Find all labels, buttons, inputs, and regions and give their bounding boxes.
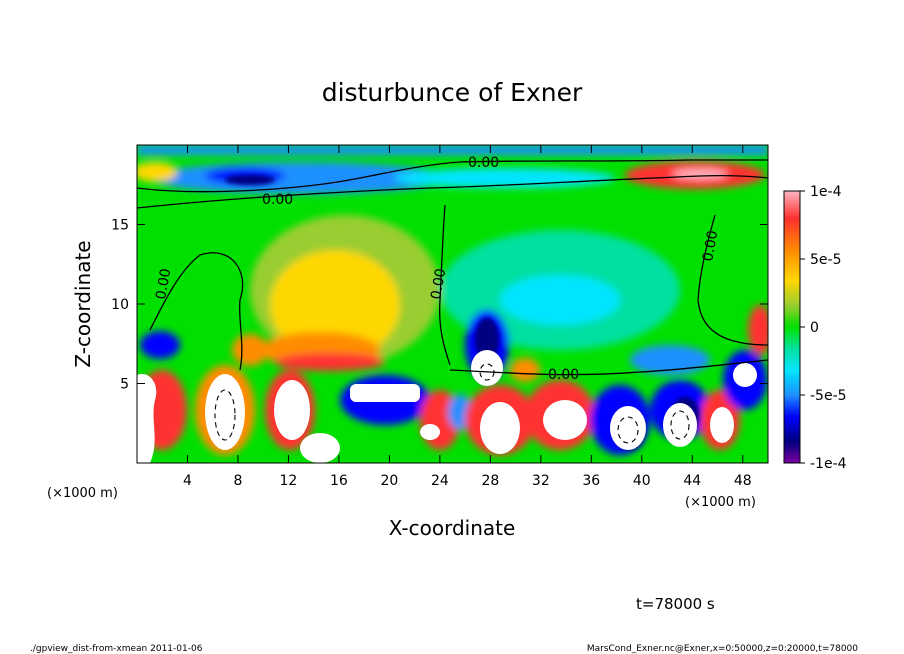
colorbar-tick-label: -1e-4 — [810, 456, 847, 472]
x-tick-label: 16 — [330, 473, 348, 489]
chart-title: disturbunce of Exner — [322, 78, 583, 107]
colorbar-axis: 1e-4 5e-5 0 -5e-5 -1e-4 — [800, 184, 847, 472]
x-tick-label: 28 — [481, 473, 499, 489]
time-label: t=78000 s — [636, 595, 715, 613]
contour-labels: 0.00 0.00 0.00 0.00 0.00 0.00 — [153, 155, 721, 383]
x-tick-label: 20 — [380, 473, 398, 489]
x-tick-label: 4 — [183, 473, 192, 489]
contour-label: 0.00 — [468, 155, 499, 171]
colorbar-tick-label: 1e-4 — [810, 184, 842, 200]
footer-right: MarsCond_Exner.nc@Exner,x=0:50000,z=0:20… — [587, 644, 858, 654]
y-tick-label: 10 — [111, 297, 129, 313]
x-unit-right: (×1000 m) — [685, 495, 756, 510]
y-axis: 5 10 15 — [111, 218, 768, 393]
colorbar-tick-label: 5e-5 — [810, 252, 841, 268]
colorbar — [783, 190, 801, 464]
x-unit-left: (×1000 m) — [47, 486, 118, 501]
x-tick-label: 8 — [233, 473, 242, 489]
x-tick-label: 40 — [633, 473, 651, 489]
contour-label: 0.00 — [548, 367, 579, 383]
y-tick-label: 15 — [111, 218, 129, 234]
x-axis: 4 8 12 16 20 24 28 32 36 40 44 48 — [183, 145, 752, 489]
colorbar-tick-label: -5e-5 — [810, 388, 847, 404]
footer-left: ./gpview_dist-from-xmean 2011-01-06 — [30, 644, 203, 654]
x-tick-label: 48 — [734, 473, 752, 489]
colorbar-tick-label: 0 — [810, 320, 819, 336]
x-tick-label: 24 — [431, 473, 449, 489]
x-axis-title: X-coordinate — [389, 516, 516, 540]
x-tick-label: 32 — [532, 473, 550, 489]
y-axis-title: Z-coordinate — [71, 240, 95, 367]
x-tick-label: 44 — [683, 473, 701, 489]
x-tick-label: 36 — [582, 473, 600, 489]
contour-label: 0.00 — [262, 192, 293, 208]
contour-label: 0.00 — [153, 267, 174, 300]
heatmap-field — [137, 145, 768, 463]
contour-label: 0.00 — [700, 229, 721, 262]
contour-label: 0.00 — [428, 267, 449, 300]
x-tick-label: 12 — [280, 473, 298, 489]
y-tick-label: 5 — [120, 377, 129, 393]
